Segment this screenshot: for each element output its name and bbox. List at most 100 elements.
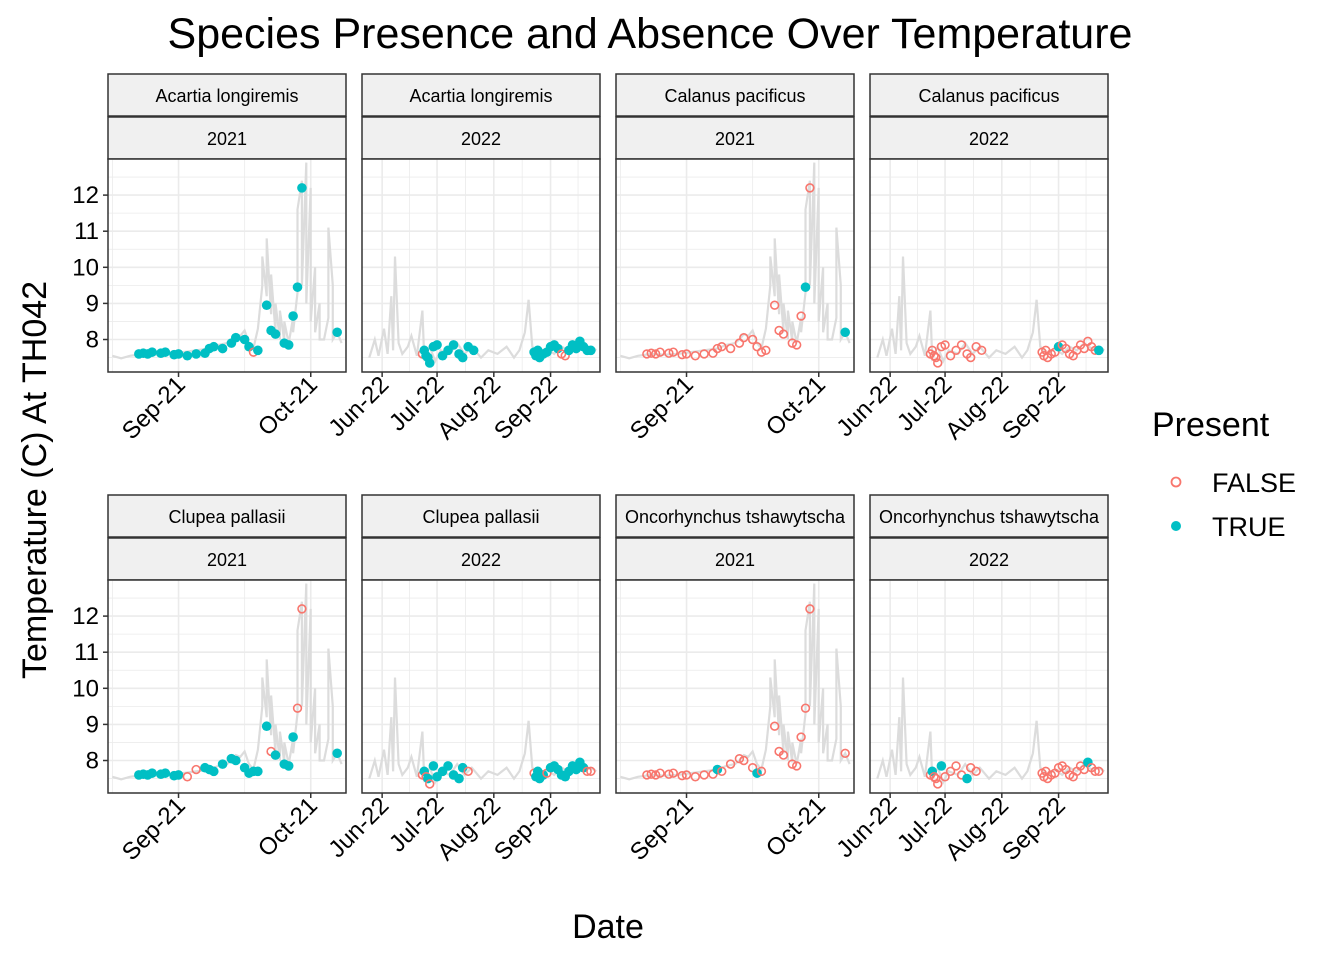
point-absent <box>1094 766 1104 777</box>
legend-label-true: TRUE <box>1212 512 1286 542</box>
point-present <box>239 334 250 345</box>
point-absent <box>690 351 701 361</box>
point-present <box>283 340 294 350</box>
facet-species-label: Calanus pacificus <box>664 86 805 106</box>
point-absent <box>668 768 678 778</box>
point-absent <box>725 759 736 769</box>
point-absent <box>761 345 771 356</box>
point-absent <box>425 779 435 789</box>
facet-panel: Oncorhynchus tshawytscha2022Jun-22Jul-22… <box>831 494 1109 866</box>
x-tick-label: Sep-22 <box>997 792 1071 866</box>
point-absent <box>650 770 661 780</box>
legend-label-false: FALSE <box>1212 468 1296 498</box>
point-present <box>454 773 464 784</box>
facet-year-label: 2021 <box>715 550 755 570</box>
point-absent <box>646 348 656 358</box>
facet-species-label: Oncorhynchus tshawytscha <box>879 507 1100 527</box>
facet-strip-species <box>361 73 601 117</box>
point-absent <box>787 338 797 348</box>
point-absent <box>646 769 656 779</box>
point-absent <box>747 334 758 345</box>
point-present <box>231 755 241 766</box>
x-tick-label: Jun-22 <box>831 371 902 442</box>
point-present <box>457 352 468 363</box>
point-present <box>253 345 263 356</box>
facet-strip-species <box>615 73 855 117</box>
point-absent <box>945 351 956 361</box>
y-tick-label: 11 <box>74 639 99 666</box>
y-tick-label: 9 <box>86 290 99 317</box>
point-present <box>253 766 263 777</box>
point-absent <box>805 183 815 193</box>
point-absent <box>800 703 811 713</box>
facet-species-label: Oncorhynchus tshawytscha <box>625 507 846 527</box>
point-absent <box>734 754 745 764</box>
facet-strip-species <box>615 494 855 538</box>
legend-key-false <box>1170 476 1182 488</box>
facet-year-label: 2021 <box>207 550 247 570</box>
point-present <box>332 748 342 759</box>
facet-species-label: Acartia longiremis <box>409 86 552 106</box>
point-present <box>208 766 219 777</box>
point-absent <box>191 764 201 775</box>
x-tick-label: Aug-22 <box>432 371 506 445</box>
point-absent <box>699 349 709 359</box>
point-absent <box>681 349 692 359</box>
grid-lines <box>362 580 600 793</box>
point-absent <box>933 358 943 368</box>
point-absent <box>725 343 736 354</box>
point-present <box>578 762 589 773</box>
x-tick-label: Aug-22 <box>432 792 506 866</box>
point-present <box>423 773 433 784</box>
point-absent <box>778 750 789 760</box>
temperature-line <box>620 162 851 360</box>
point-present <box>147 347 157 357</box>
point-present <box>962 773 972 784</box>
y-tick-label: 10 <box>72 675 99 702</box>
point-present <box>448 340 459 350</box>
point-absent <box>927 345 937 356</box>
point-absent <box>792 761 802 771</box>
point-present <box>468 345 479 356</box>
point-absent <box>756 766 767 777</box>
x-tick-label: Sep-21 <box>117 371 191 445</box>
point-present <box>800 282 811 292</box>
x-tick-label: Sep-22 <box>997 371 1071 445</box>
point-absent <box>945 766 956 777</box>
legend-key-true <box>1171 521 1181 531</box>
x-tick-label: Oct-21 <box>253 371 323 441</box>
x-tick-label: Aug-22 <box>940 371 1014 445</box>
point-absent <box>769 721 780 731</box>
point-absent <box>681 770 692 780</box>
point-absent <box>664 769 674 779</box>
point-absent <box>655 347 665 357</box>
facet-year-label: 2022 <box>969 129 1009 149</box>
point-absent <box>182 772 193 782</box>
x-tick-label: Jun-22 <box>323 792 394 863</box>
point-absent <box>664 348 674 358</box>
legend: Present FALSE TRUE <box>1152 406 1296 542</box>
facet-panel: Acartia longiremis 2021 8 9 10 11 12 Sep-21 Oct-… <box>72 73 347 445</box>
legend-title: Present <box>1152 406 1270 444</box>
point-present <box>288 732 298 742</box>
point-present <box>571 764 581 775</box>
y-axis-label: Temperature (C) At TH042 <box>16 281 54 679</box>
y-tick-label: 10 <box>72 254 99 281</box>
point-present <box>208 341 219 352</box>
facet-strip-year <box>615 116 855 160</box>
panel-border <box>361 158 601 373</box>
chart-title: Species Presence and Absence Over Temper… <box>168 10 1133 58</box>
facet-panel: Clupea pallasii2022Jun-22Jul-22Aug-22Sep… <box>323 494 601 866</box>
point-present <box>332 327 342 338</box>
point-absent <box>297 604 307 614</box>
point-absent <box>951 761 961 771</box>
x-tick-label: Jun-22 <box>323 371 394 442</box>
point-present <box>571 343 581 354</box>
point-absent <box>769 300 780 310</box>
facet-year-label: 2021 <box>715 129 755 149</box>
facet-species-label: Clupea pallasii <box>168 507 285 527</box>
point-absent <box>677 349 687 360</box>
point-absent <box>699 770 709 780</box>
point-present <box>419 766 430 777</box>
point-present <box>191 349 201 359</box>
